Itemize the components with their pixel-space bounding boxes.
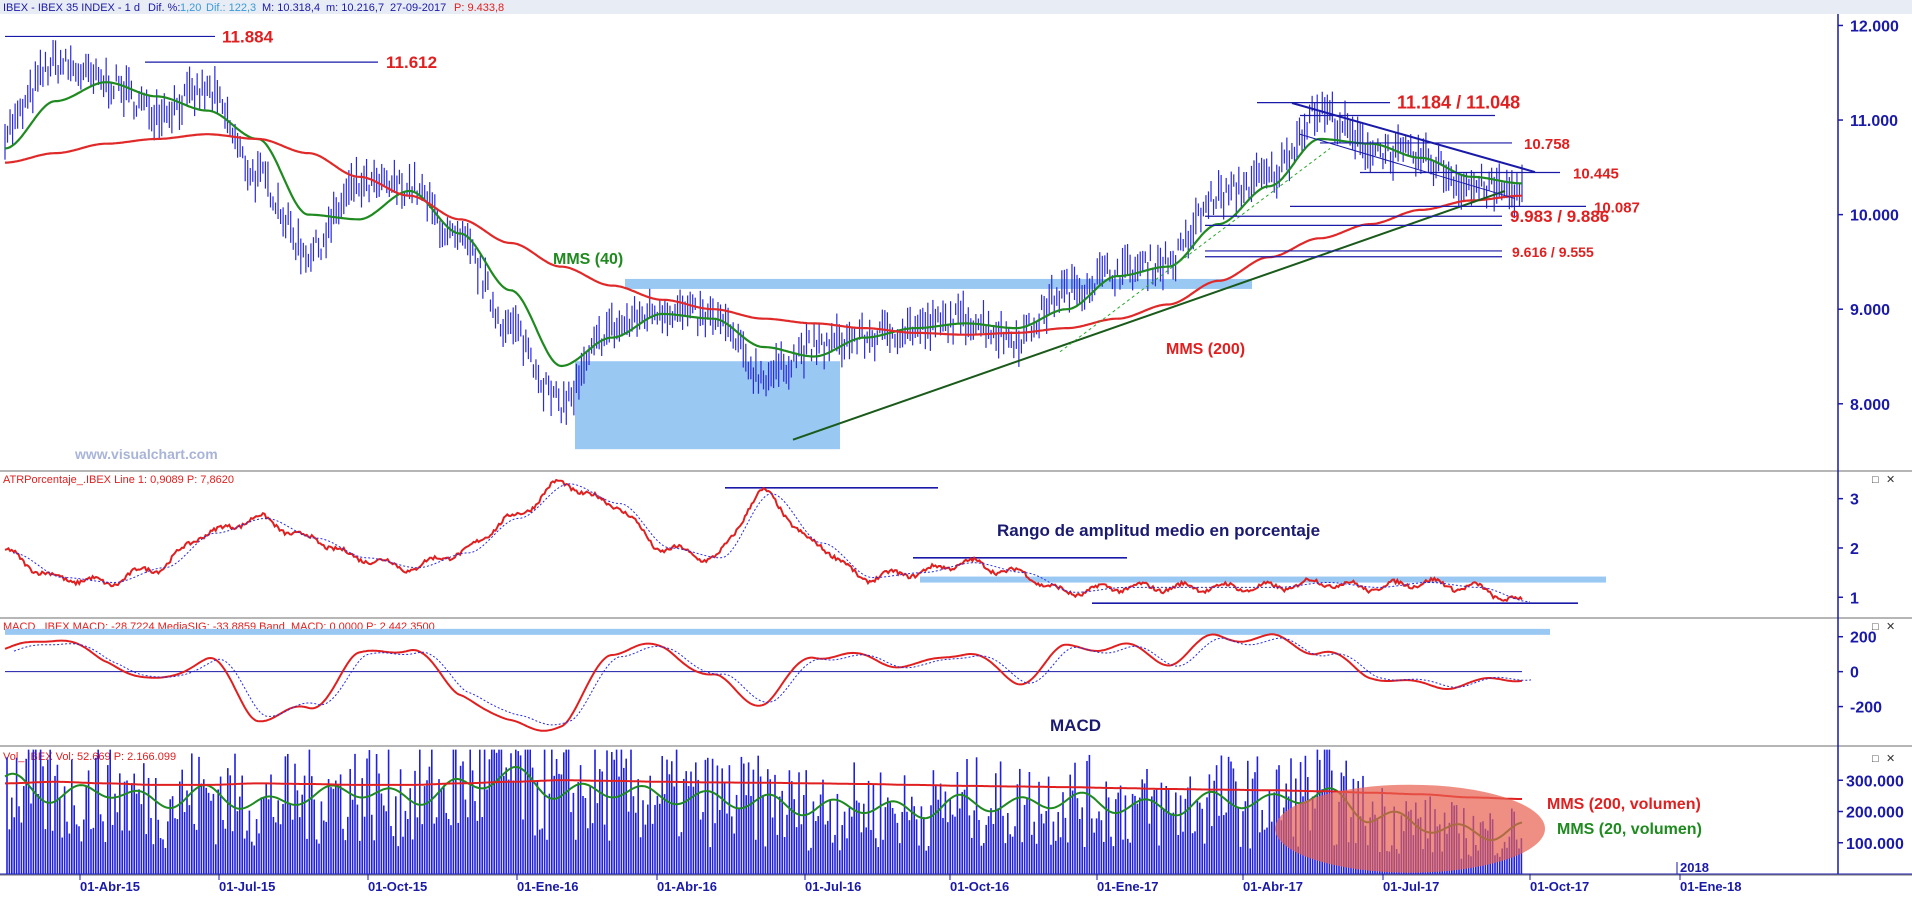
atr-title: Rango de amplitud medio en porcentaje [997,521,1320,540]
level-label: 9.983 / 9.886 [1510,207,1609,226]
header-low: m: 10.216,7 [326,2,384,14]
x-tick-label: 01-Oct-16 [950,879,1009,892]
macd-line [4,633,1523,732]
vol-mms200-label: MMS (200, volumen) [1547,796,1701,813]
atr-close-icon[interactable]: ✕ [1886,474,1895,486]
watermark: www.visualchart.com [74,446,218,462]
x-tick-label: 01-Oct-17 [1530,879,1589,892]
vol-tick-label: 300.000 [1846,773,1904,790]
volume-highlight-ellipse [1275,784,1545,873]
header-title: IBEX - IBEX 35 INDEX - 1 d [3,2,140,14]
vol-tick-label: 200.000 [1846,805,1904,822]
mms40-label: MMS (40) [553,251,623,268]
support-zone-low [575,430,835,446]
x-tick-label: 01-Ene-18 [1680,879,1741,892]
macd-signal-line [13,637,1532,726]
macd-tick-label: 200 [1850,630,1877,647]
price-tick-label: 11.000 [1850,113,1898,130]
atr-signal-line [12,483,1530,603]
resistance-trendline [1291,102,1536,174]
channel-line [1299,133,1516,200]
atr-tick-label: 2 [1850,541,1859,558]
x-tick-label: 01-Jul-15 [219,879,275,892]
macd-close-icon[interactable]: ✕ [1886,621,1895,633]
price-tick-label: 10.000 [1850,208,1899,225]
x-tick-label: 01-Oct-15 [368,879,427,892]
price-tick-label: 12.000 [1850,18,1899,35]
x-tick-label: 01-Abr-16 [657,879,717,892]
support-zone [625,278,1252,289]
header-price: P: 9.433,8 [454,2,504,14]
header-dif-pct: 1,20 [180,2,201,14]
vol-tick-label: 100.000 [1846,836,1904,853]
vol-panel-header: Vol_.IBEX Vol: 52.669 P: 2.166.099 [3,751,176,763]
level-label: 9.616 / 9.555 [1512,244,1594,260]
header-high: M: 10.318,4 [262,2,320,14]
atr-line [4,478,1523,603]
vol-maximize-icon[interactable]: □ [1872,753,1879,765]
long-trendline [792,190,1506,441]
dashed-trendline [1059,148,1331,353]
year-marker-label: 2018 [1680,860,1709,875]
level-label: 10.758 [1524,136,1570,153]
mms200-label: MMS (200) [1166,341,1245,358]
level-label: 11.884 [222,27,274,46]
x-tick-label: 01-Abr-15 [80,879,140,892]
level-label: 11.184 / 11.048 [1397,93,1520,113]
atr-panel-header: ATRPorcentaje_.IBEX Line 1: 0,9089 P: 7,… [3,474,234,486]
atr-tick-label: 1 [1850,590,1859,607]
level-label: 11.612 [386,53,437,72]
macd-band [5,628,1550,635]
x-tick-label: 01-Jul-17 [1383,879,1439,892]
price-tick-label: 9.000 [1850,302,1890,319]
price-tick-label: 8.000 [1850,397,1890,414]
x-tick-label: 01-Ene-16 [517,879,578,892]
level-label: 10.087 [1594,199,1640,216]
x-tick-label: 01-Jul-16 [805,879,861,892]
vol-close-icon[interactable]: ✕ [1886,753,1895,765]
macd-title: MACD [1050,716,1101,735]
header-dif-label: Dif. %: [148,2,180,14]
atr-maximize-icon[interactable]: □ [1872,474,1879,486]
header-date: 27-09-2017 [390,2,446,14]
atr-band [920,576,1606,583]
x-tick-label: 01-Ene-17 [1097,879,1158,892]
level-label: 10.445 [1573,166,1619,183]
vol-mms20-line [4,765,1523,842]
macd-tick-label: -200 [1850,700,1882,717]
x-tick-label: 01-Abr-17 [1243,879,1303,892]
macd-maximize-icon[interactable]: □ [1872,621,1879,633]
top-status-bar [0,0,1912,14]
atr-tick-label: 3 [1850,492,1859,509]
macd-tick-label: 0 [1850,665,1859,682]
header-dif-abs: Dif.: 122,3 [206,2,256,14]
vol-mms20-label: MMS (20, volumen) [1557,821,1702,838]
vol-mms200-line [5,779,1522,800]
